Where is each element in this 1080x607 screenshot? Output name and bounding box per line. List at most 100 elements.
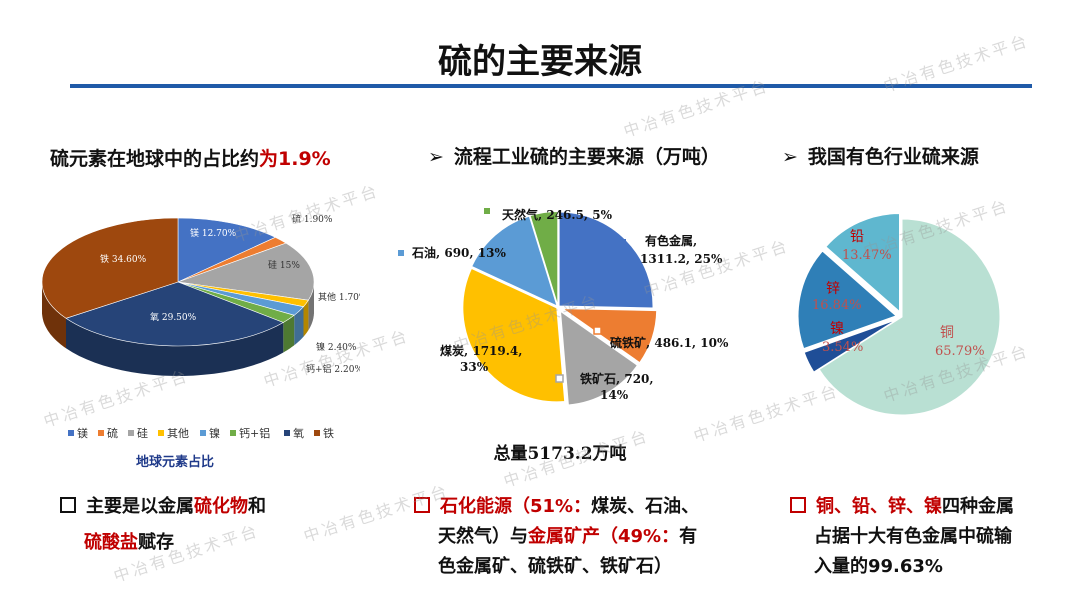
pie1-legend-label-硅: 硅 xyxy=(137,427,148,440)
pie2-label-有色金属: 1311.2, 25% xyxy=(640,252,723,266)
pie1-legend-swatch-镍 xyxy=(200,430,206,436)
pie2-slice-煤炭 xyxy=(462,267,566,403)
nonferrous-sulfur-pie-chart: 铜 65.79% 铅 13.47% 锌16.84% 镍 3.54% xyxy=(797,212,1001,416)
right-note-text: 四种金属 xyxy=(942,496,1014,517)
middle-note-highlight: 石化能源 xyxy=(440,496,512,517)
page-title: 硫的主要来源 xyxy=(438,42,642,82)
industrial-sulfur-pie-chart: 有色金属, 1311.2, 25% 硫铁矿, 486.1, 10% 铁矿石, 720,… xyxy=(398,207,729,464)
right-note: 铜、铅、锌、镍四种金属 占据十大有色金属中硫输 入量的99.63% xyxy=(790,492,1070,582)
pie1-slice-side-氧 xyxy=(66,318,284,376)
pie3-label-name-锌: 锌 xyxy=(826,281,840,297)
pie1-legend-swatch-氧 xyxy=(284,430,290,436)
middle-note-text: 有 xyxy=(679,526,698,547)
pie1-legend-swatch-镁 xyxy=(68,430,74,436)
earth-element-pie-chart: 镁 12.70% 硫 1.90% 硅 15% 其他 1.70% 镍 2.40% 钙+铝 2… xyxy=(41,213,360,470)
pie1-legend-label-铁: 铁 xyxy=(323,427,334,440)
pie1-legend-label-硫: 硫 xyxy=(107,426,118,440)
pie1-legend-swatch-硅 xyxy=(128,430,134,436)
pie2-marker-硫铁矿 xyxy=(593,326,602,335)
pie2-total: 总量5173.2万吨 xyxy=(493,443,626,464)
square-bullet-icon xyxy=(414,497,430,513)
pie1-slice-镁 xyxy=(177,217,277,283)
pie1-slice-side-镍 xyxy=(294,306,304,346)
pie1-legend-label-镍: 镍 xyxy=(209,426,220,440)
pie3-slice-镍 xyxy=(803,319,897,373)
pie1-legend-label-镁: 镁 xyxy=(77,426,88,440)
pie2-marker-天然气 xyxy=(484,208,490,214)
pie3-slice-锌 xyxy=(797,250,898,350)
pie1-label-其他: 其他 1.70% xyxy=(318,291,360,303)
pie1-legend: 镁 硫 硅 其他 镍 钙+铝 氧 铁 xyxy=(68,426,334,440)
right-note-highlight: 铜、铅、锌、镍 xyxy=(816,496,942,517)
pie1-legend-swatch-铁 xyxy=(314,430,320,436)
pie1-slice-side-钙+铝 xyxy=(283,315,295,353)
pie3-slices xyxy=(797,212,1001,416)
pie2-slice-铁矿石 xyxy=(559,310,639,406)
square-bullet-icon xyxy=(790,497,806,513)
left-note: 主要是以金属硫化物和 硫酸盐赋存 xyxy=(60,492,380,558)
left-heading-text: 硫元素在地球中的占比约 xyxy=(50,148,260,170)
title-divider xyxy=(70,84,1032,88)
pie3-label-value-铜: 65.79% xyxy=(935,344,985,359)
right-heading-text: 我国有色行业硫来源 xyxy=(807,146,979,168)
pie1-label-硅: 硅 15% xyxy=(268,259,300,271)
middle-note: 石化能源（51%：煤炭、石油、 天然气）与金属矿产（49%：有 色金属矿、硫铁矿… xyxy=(414,492,754,582)
pie2-label-煤炭: 煤炭, 1719.4, xyxy=(440,343,522,358)
pie2-slice-石油 xyxy=(471,215,558,307)
pie1-slice-铁 xyxy=(41,217,179,319)
pie2-labels: 有色金属, 1311.2, 25% 硫铁矿, 486.1, 10% 铁矿石, 720,… xyxy=(398,207,729,402)
pie1-slices xyxy=(41,217,315,376)
pie1-slice-氧 xyxy=(65,281,284,347)
right-heading: ➢ 我国有色行业硫来源 xyxy=(782,142,979,169)
pie2-label-石油: 石油, 690, 13% xyxy=(411,245,506,260)
pie2-label-煤炭: 33% xyxy=(460,360,489,374)
pie1-legend-swatch-钙+铝 xyxy=(230,430,236,436)
left-note-text: 赋存 xyxy=(138,532,174,553)
middle-note-highlight: 金属矿产 xyxy=(528,526,600,547)
pie1-legend-swatch-硫 xyxy=(98,430,104,436)
pie1-label-硫: 硫 1.90% xyxy=(292,213,333,225)
pie3-label-name-铜: 铜 xyxy=(940,325,954,341)
pie2-label-铁矿石: 铁矿石, 720, xyxy=(580,371,654,386)
pie3-label-value-镍: 3.54% xyxy=(822,340,863,355)
left-heading-highlight: 为1.9% xyxy=(259,148,331,170)
pie2-slice-硫铁矿 xyxy=(561,308,658,364)
pie1-legend-label-其他: 其他 xyxy=(167,427,189,440)
pie3-label-name-铅: 铅 xyxy=(850,229,864,245)
middle-note-highlight: （49%： xyxy=(600,526,680,547)
left-note-text: 主要是以金属 xyxy=(86,496,194,517)
pie2-marker-有色金属 xyxy=(620,239,626,245)
arrow-icon: ➢ xyxy=(428,146,444,168)
pie1-legend-label-氧: 氧 xyxy=(293,426,304,440)
square-bullet-icon xyxy=(60,497,76,513)
pie3-label-name-镍: 镍 xyxy=(830,321,844,337)
pie3-label-value-锌: 16.84% xyxy=(812,298,862,313)
pie2-marker-铁矿石 xyxy=(555,374,564,383)
middle-heading: ➢ 流程工业硫的主要来源（万吨） xyxy=(428,142,720,169)
left-note-highlight: 硫酸盐 xyxy=(84,532,138,553)
pie2-slice-有色金属 xyxy=(558,211,654,309)
pie1-label-镁: 镁 12.70% xyxy=(190,227,237,239)
pie2-marker-石油 xyxy=(398,250,404,256)
middle-note-text: 天然气）与 xyxy=(438,526,528,547)
middle-note-highlight: （51%： xyxy=(512,496,592,517)
pie1-legend-swatch-其他 xyxy=(158,430,164,436)
pie2-label-有色金属: 有色金属, xyxy=(645,233,697,248)
pie2-label-天然气: 天然气, 246.5, 5% xyxy=(502,207,613,222)
middle-heading-text: 流程工业硫的主要来源（万吨） xyxy=(453,146,720,168)
pie2-slices xyxy=(462,210,658,406)
pie1-slice-side-其他 xyxy=(303,300,309,337)
left-note-text: 和 xyxy=(248,496,266,517)
pie3-label-value-铅: 13.47% xyxy=(842,248,892,263)
pie2-label-硫铁矿: 硫铁矿, 486.1, 10% xyxy=(610,335,729,350)
right-note-text: 占据十大有色金属中硫输 xyxy=(814,526,1012,547)
pie1-labels: 镁 12.70% 硫 1.90% 硅 15% 其他 1.70% 镍 2.40% 钙+铝 2… xyxy=(100,213,360,375)
pie1-label-氧: 氧 29.50% xyxy=(150,311,197,323)
pie1-legend-label-钙+铝: 钙+铝 xyxy=(239,426,270,440)
pie2-slice-天然气 xyxy=(529,210,559,306)
pie3-slice-铜 xyxy=(818,218,1001,416)
arrow-icon: ➢ xyxy=(782,146,798,168)
pie1-label-镍: 镍 2.40% xyxy=(316,341,357,353)
left-heading: 硫元素在地球中的占比约为1.9% xyxy=(50,144,331,171)
pie1-slice-硅 xyxy=(177,242,315,301)
